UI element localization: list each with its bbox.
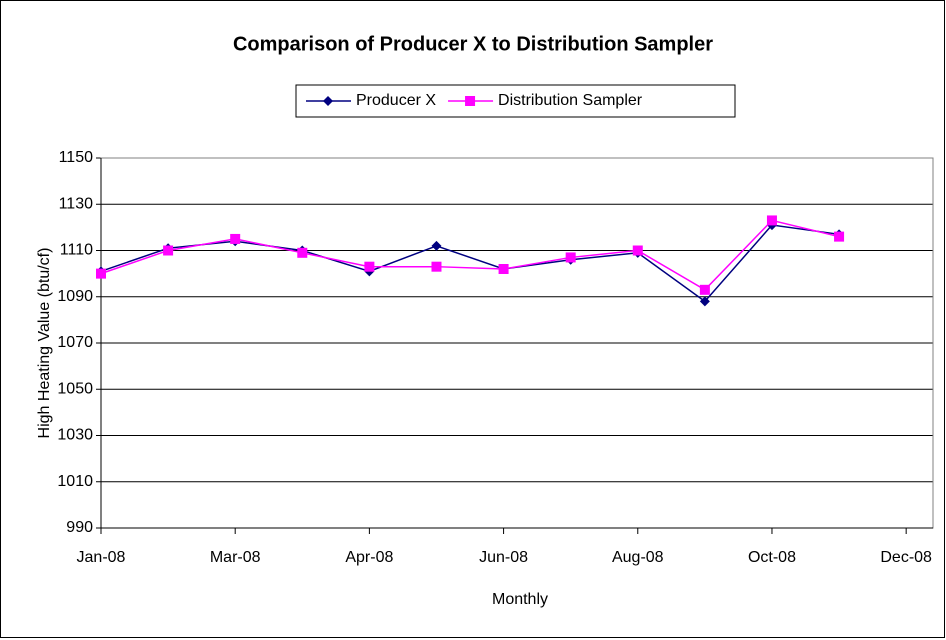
marker	[498, 264, 509, 274]
x-tick-label: Jan-08	[77, 549, 126, 566]
marker	[699, 296, 710, 307]
y-tick-label: 990	[66, 519, 93, 536]
y-tick-label: 1130	[59, 195, 94, 212]
y-tick-label: 1050	[57, 380, 93, 397]
marker	[766, 215, 777, 226]
x-axis-label: Monthly	[492, 591, 548, 608]
marker	[565, 252, 576, 263]
marker	[364, 261, 375, 272]
y-tick-label: 1030	[57, 427, 93, 444]
y-tick-label: 1090	[57, 288, 93, 305]
y-axis-label: High Heating Value (btu/cf)	[36, 248, 53, 439]
x-tick-label: Apr-08	[345, 549, 393, 566]
y-tick-label: 1110	[60, 242, 93, 259]
marker	[632, 245, 643, 256]
x-tick-label: Oct-08	[748, 549, 796, 566]
marker	[230, 233, 241, 244]
x-tick-label: Mar-08	[210, 549, 261, 566]
marker	[834, 231, 845, 242]
legend-marker	[323, 96, 333, 106]
chart-title: Comparison of Producer X to Distribution…	[233, 33, 713, 55]
marker	[431, 261, 442, 272]
marker	[431, 240, 442, 251]
y-tick-label: 1070	[57, 334, 93, 351]
series-line	[100, 219, 840, 291]
x-tick-label: Jun-08	[479, 549, 528, 566]
y-tick-label: 1010	[57, 473, 93, 490]
x-tick-label: Aug-08	[612, 549, 664, 566]
marker	[96, 268, 106, 279]
x-tick-label: Dec-08	[880, 549, 932, 566]
y-tick-label: 1150	[59, 149, 94, 166]
marker	[297, 247, 308, 258]
marker	[699, 284, 710, 295]
legend-label: Distribution Sampler	[498, 92, 643, 109]
marker	[163, 245, 174, 256]
legend-label: Producer X	[356, 92, 436, 109]
series-line	[100, 224, 840, 303]
legend-marker	[465, 96, 476, 106]
legend-box	[295, 84, 736, 118]
